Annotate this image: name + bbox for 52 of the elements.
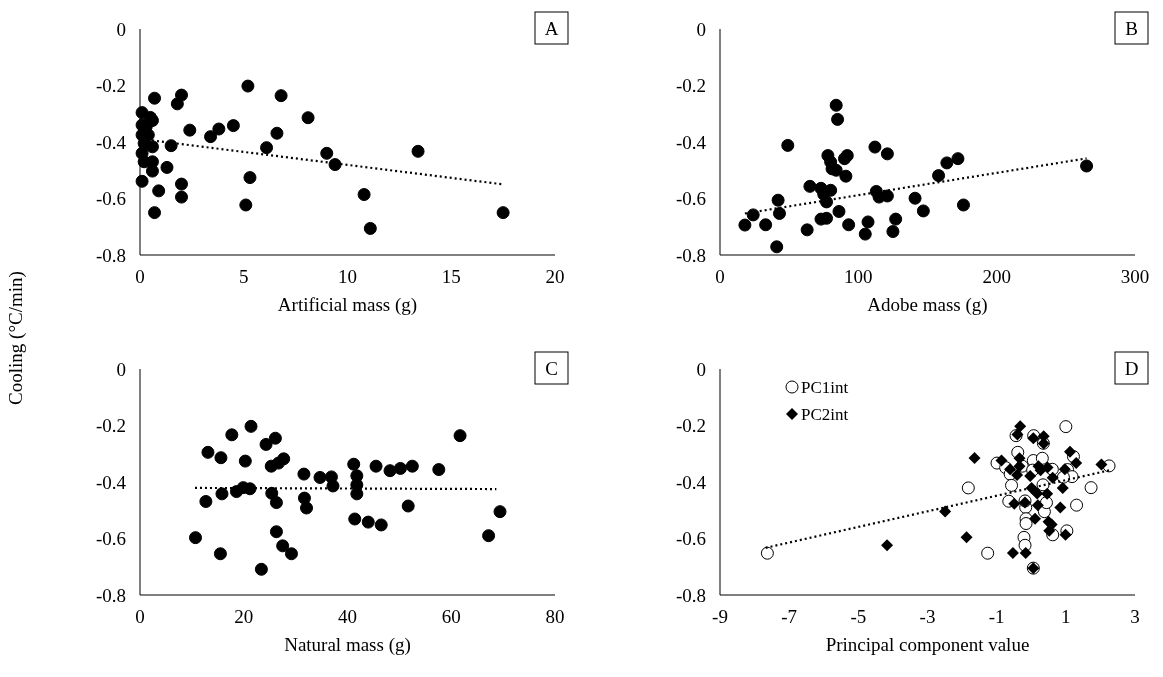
y-axis-title: Cooling (°C/min) [5,271,27,405]
y-tick-label: -0.6 [95,188,126,210]
x-tick-label: 10 [338,266,357,287]
y-tick-label: 0 [696,358,706,380]
x-tick-label: 0 [715,266,725,287]
x-axis-title: Principal component value [825,634,1030,655]
y-tick-label: -0.8 [95,244,126,266]
x-tick-label: -7 [781,606,798,627]
y-tick-label: -0.6 [675,528,706,550]
y-tick-label: -0.2 [95,415,126,437]
y-tick-label: -0.6 [675,188,706,210]
x-tick-label: -9 [712,606,728,627]
y-tick-label: -0.4 [675,471,707,493]
x-tick-label: 80 [545,606,565,627]
y-tick-label: 0 [696,18,706,40]
x-tick-label: 200 [982,266,1011,287]
y-tick-label: 0 [116,18,126,40]
annotation: B [1125,17,1138,39]
x-tick-label: 0 [135,606,145,627]
y-tick-label: -0.4 [95,131,127,153]
y-tick-label: -0.2 [95,75,126,97]
legend-label: PC2int [801,404,849,424]
annotation: A [544,17,559,39]
x-tick-label: 1 [1061,606,1071,627]
y-tick-label: -0.8 [675,244,706,266]
y-tick-label: -0.4 [675,131,707,153]
annotation: C [545,357,558,379]
x-tick-label: -1 [988,606,1005,627]
x-tick-label: 300 [1120,266,1150,287]
x-tick-label: 0 [135,266,145,287]
y-tick-label: -0.4 [95,471,127,493]
x-tick-label: -3 [919,606,936,627]
x-tick-label: 100 [844,266,873,287]
y-tick-label: -0.2 [675,75,706,97]
y-tick-label: 0 [116,358,126,380]
y-tick-label: -0.8 [95,584,126,606]
x-tick-label: 15 [441,266,461,287]
x-tick-label: 20 [234,606,254,627]
legend-label: PC1int [801,377,849,397]
x-tick-label: 40 [338,606,357,627]
x-axis-title: Adobe mass (g) [867,294,988,316]
y-tick-label: -0.2 [675,415,706,437]
x-tick-label: 3 [1130,606,1140,627]
x-tick-label: 5 [239,266,249,287]
y-tick-label: -0.6 [95,528,126,550]
x-axis-title: Natural mass (g) [284,634,411,656]
x-tick-label: 20 [545,266,565,287]
x-tick-label: -5 [850,606,867,627]
x-axis-title: Artificial mass (g) [277,294,418,316]
x-tick-label: 60 [441,606,461,627]
y-tick-label: -0.8 [675,584,706,606]
annotation: D [1124,357,1139,379]
